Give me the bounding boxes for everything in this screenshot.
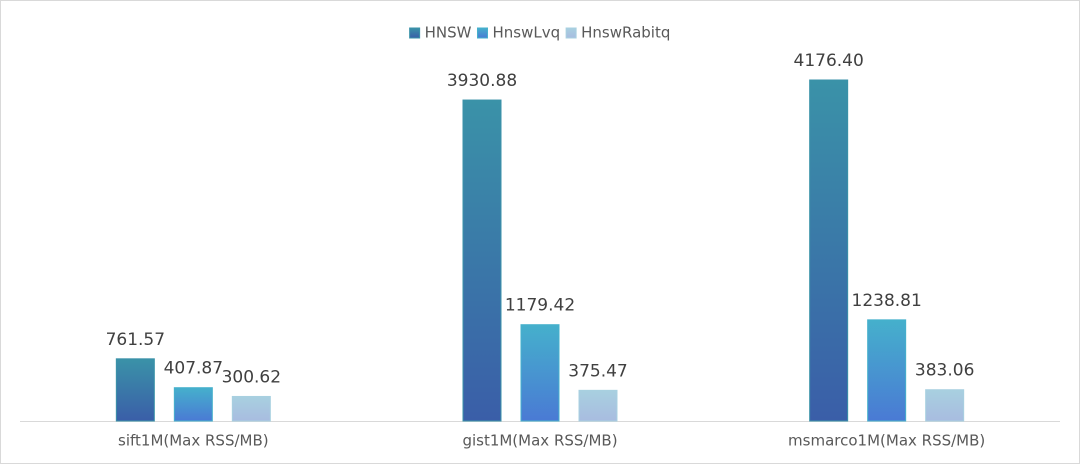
legend-label: HnswRabitq [581, 24, 670, 42]
bar [462, 99, 502, 422]
x-tick-label: gist1M(Max RSS/MB) [462, 432, 617, 450]
data-label: 407.87 [164, 359, 223, 379]
legend: HNSW HnswLvq HnswRabitq [409, 24, 670, 42]
legend-label: HNSW [425, 24, 472, 42]
x-tick-label: sift1M(Max RSS/MB) [118, 432, 269, 450]
legend-label: HnswLvq [492, 24, 560, 42]
legend-swatch [476, 27, 488, 39]
bar [925, 389, 965, 422]
legend-swatch [409, 27, 421, 39]
data-label: 1238.81 [852, 291, 922, 311]
data-label: 3930.88 [447, 71, 517, 91]
data-label: 375.47 [568, 361, 627, 381]
bar [231, 395, 271, 422]
data-label: 1179.42 [505, 296, 575, 316]
legend-swatch [565, 27, 577, 39]
data-label: 4176.40 [794, 51, 864, 71]
data-label: 383.06 [915, 361, 974, 381]
bar [867, 319, 907, 422]
bar [578, 389, 618, 422]
bar [173, 387, 213, 422]
data-label: 300.62 [222, 367, 281, 387]
x-tick-label: msmarco1M(Max RSS/MB) [788, 432, 985, 450]
data-label: 761.57 [106, 330, 165, 350]
bar [115, 358, 155, 422]
bar [520, 324, 560, 422]
bar [809, 79, 849, 422]
